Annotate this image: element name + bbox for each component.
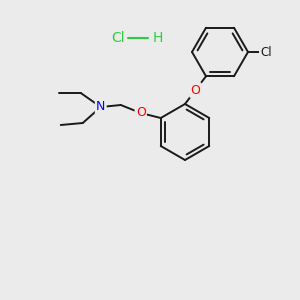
Text: O: O [136,106,146,119]
Text: H: H [153,31,163,45]
Text: O: O [190,84,200,97]
Text: Cl: Cl [260,46,272,59]
Text: N: N [96,100,105,113]
Text: Cl: Cl [111,31,125,45]
